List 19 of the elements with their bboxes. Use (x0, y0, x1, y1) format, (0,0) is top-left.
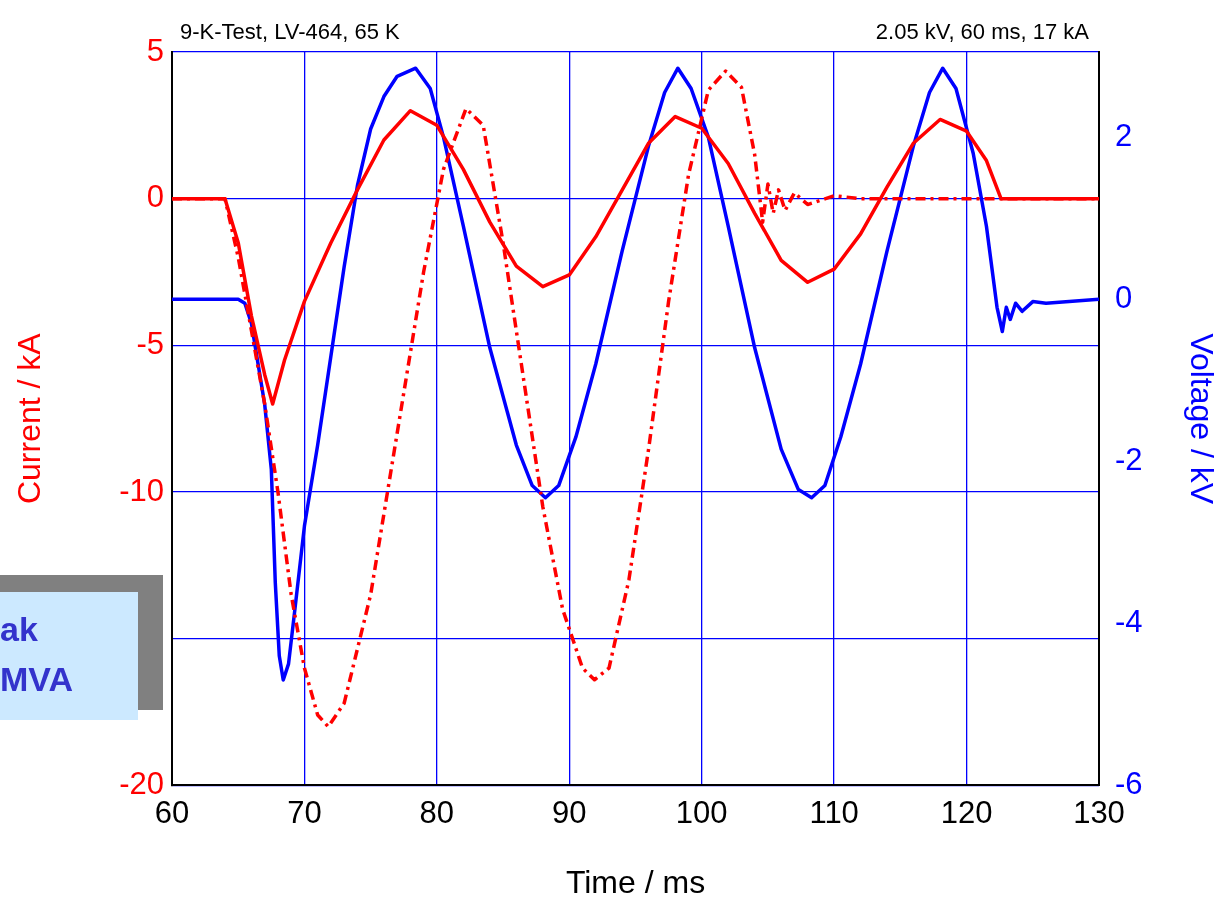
y2-tick-label: 2 (1115, 117, 1133, 153)
x-tick-label: 90 (552, 794, 587, 830)
x-tick-label: 70 (287, 794, 322, 830)
y-tick-label: -5 (136, 325, 164, 361)
chart-subtitle: 2.05 kV, 60 ms, 17 kA (875, 19, 1090, 45)
x-tick-label: 100 (675, 794, 728, 830)
y2-tick-label: -4 (1115, 603, 1143, 639)
x-tick-label: 110 (809, 794, 859, 830)
y2-tick-label: 0 (1115, 279, 1133, 315)
chart-title: 9-K-Test, LV-464, 65 K (180, 19, 401, 45)
x-tick-label: 120 (940, 794, 993, 830)
y-tick-label: 5 (146, 32, 164, 68)
y2-axis-title: Voltage / kV (1183, 333, 1220, 505)
y2-tick-label: -2 (1115, 441, 1143, 477)
y-tick-label: 0 (146, 179, 164, 215)
x-tick-label: 80 (419, 794, 455, 830)
y-axis-title: Current / kA (11, 332, 48, 505)
x-axis-title: Time / ms (565, 863, 706, 900)
y-tick-label: -10 (119, 472, 164, 508)
